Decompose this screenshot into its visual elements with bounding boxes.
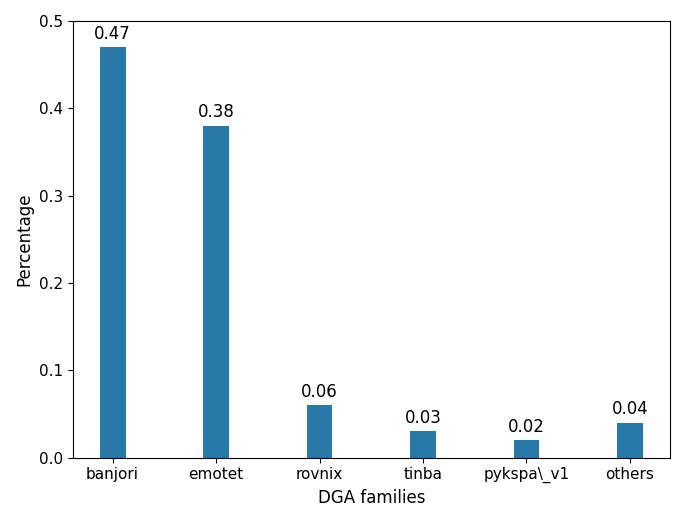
Bar bbox=[307, 405, 332, 457]
Bar bbox=[100, 47, 125, 457]
Text: 0.47: 0.47 bbox=[95, 25, 131, 43]
Bar bbox=[514, 440, 539, 457]
Y-axis label: Percentage: Percentage bbox=[15, 193, 33, 286]
Text: 0.03: 0.03 bbox=[405, 409, 441, 427]
X-axis label: DGA families: DGA families bbox=[318, 489, 425, 507]
Text: 0.02: 0.02 bbox=[508, 418, 545, 436]
Text: 0.38: 0.38 bbox=[198, 103, 234, 122]
Bar bbox=[410, 431, 436, 457]
Bar bbox=[617, 423, 643, 457]
Bar bbox=[203, 126, 229, 457]
Text: 0.04: 0.04 bbox=[612, 400, 648, 418]
Text: 0.06: 0.06 bbox=[301, 383, 338, 401]
